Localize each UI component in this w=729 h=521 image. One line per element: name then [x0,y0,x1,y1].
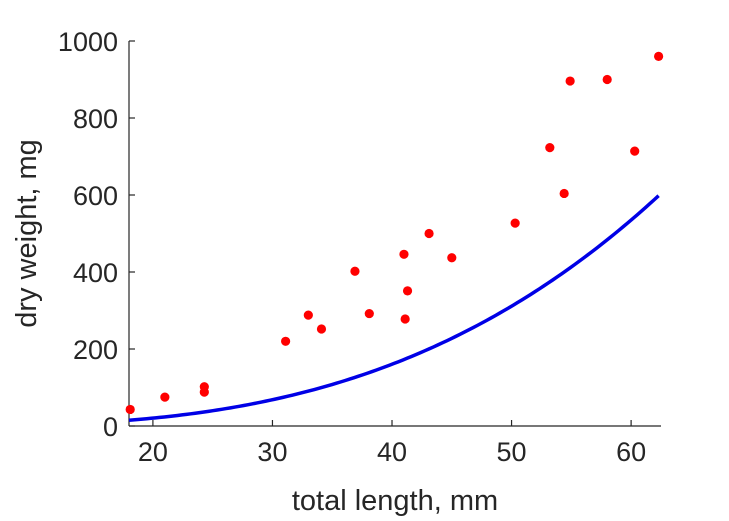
data-point [199,387,209,397]
data-point [510,218,520,228]
data-points-layer [125,51,664,415]
y-tick-label: 0 [103,412,118,442]
data-point [281,336,291,346]
y-tick-label: 200 [73,335,118,365]
data-point [602,74,612,85]
data-point [402,286,413,296]
data-point [559,188,569,199]
x-tick-label: 40 [377,437,407,467]
data-point [125,404,135,415]
y-axis-title: dry weight, mg [11,139,43,328]
y-tick-label: 400 [73,258,118,288]
x-tick-label: 30 [257,437,287,467]
data-point [399,249,409,259]
data-point [565,76,575,86]
x-axis-title: total length, mm [292,485,498,517]
x-tick-label: 20 [138,437,168,467]
fit-curve-line [128,194,660,422]
data-point [160,392,170,402]
y-tick-label: 600 [73,181,118,211]
data-point [545,143,555,153]
data-point [303,310,313,320]
y-tick-label: 1000 [58,27,118,57]
data-point [424,228,434,239]
data-point [400,314,410,324]
y-tick-label: 800 [73,104,118,134]
data-point [364,308,374,319]
data-point [630,146,640,156]
data-point [316,324,327,334]
x-tick-label: 50 [497,437,527,467]
data-point [447,253,457,263]
data-point [350,266,360,276]
fit-curve-layer [128,194,660,422]
x-tick-label: 60 [616,437,646,467]
data-point [654,51,664,62]
